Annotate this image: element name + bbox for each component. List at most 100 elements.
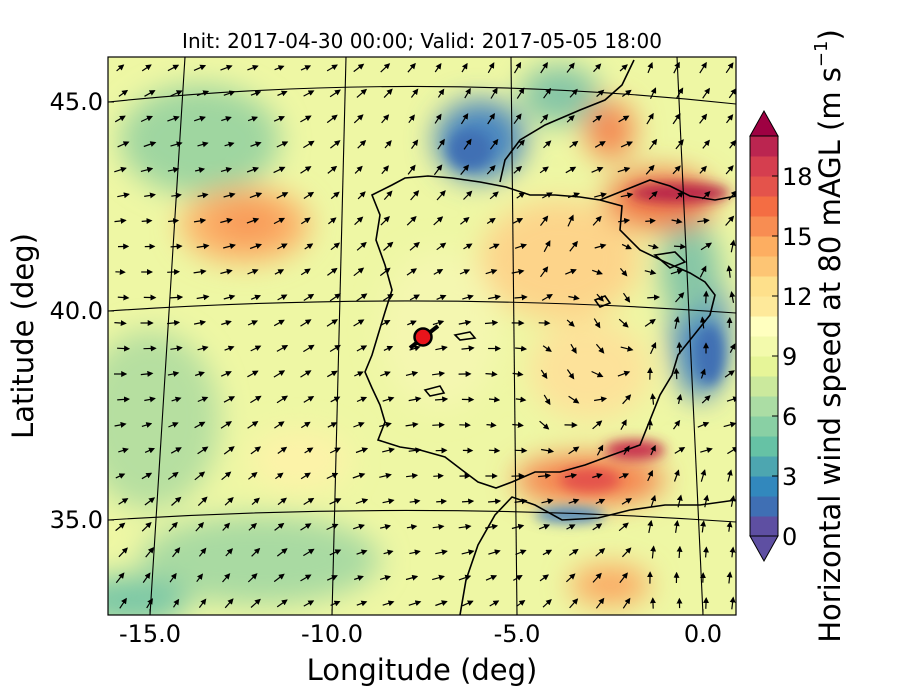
wind-arrow: [273, 319, 285, 327]
wind-arrow: [675, 87, 684, 99]
wind-arrow: [459, 269, 471, 275]
wind-arrow: [622, 394, 632, 405]
wind-arrow: [541, 498, 554, 505]
wind-arrow: [566, 369, 575, 380]
wind-arrow: [621, 89, 632, 97]
wind-arrow: [223, 90, 236, 97]
wind-arrow: [512, 218, 524, 224]
colorbar-tick-label: 6: [782, 403, 797, 431]
wind-arrow: [516, 600, 526, 607]
wind-arrow: [167, 370, 180, 377]
wind-arrow: [406, 215, 417, 226]
wind-arrow: [247, 268, 259, 275]
wind-arrow: [196, 243, 210, 250]
wind-arrow: [250, 294, 262, 301]
wind-arrow: [434, 63, 442, 73]
wind-arrow: [141, 64, 152, 72]
wind-arrow: [566, 524, 576, 530]
wind-arrow: [617, 370, 631, 377]
wind-arrow: [277, 243, 288, 250]
wind-arrow: [539, 166, 549, 174]
wind-arrow: [700, 447, 713, 454]
wind-arrow: [384, 140, 392, 149]
wind-arrow: [354, 371, 364, 377]
wind-arrow: [461, 549, 475, 556]
wind-arrow: [726, 521, 733, 532]
wind-vector-field: [114, 61, 736, 610]
wind-arrow: [300, 319, 312, 327]
wind-arrow: [436, 242, 447, 251]
wind-arrow: [513, 165, 523, 174]
wind-arrow: [170, 90, 183, 97]
wind-arrow: [196, 294, 210, 301]
wind-arrow: [405, 574, 419, 581]
iberia-moderate-wind: [530, 320, 650, 420]
wind-arrow: [540, 61, 548, 74]
wind-arrow: [592, 523, 603, 531]
wind-arrow: [676, 545, 683, 559]
coastlines: [364, 59, 736, 615]
wind-arrow: [327, 267, 338, 276]
alboran-calm-core: [535, 507, 605, 523]
wind-arrow: [432, 319, 445, 326]
wind-arrow: [568, 498, 580, 505]
wind-arrow: [250, 395, 262, 404]
colorbar-band: [750, 396, 778, 417]
wind-arrow: [168, 521, 178, 532]
wind-arrow: [701, 395, 711, 404]
wind-arrow: [327, 422, 338, 428]
wind-arrow: [276, 192, 289, 199]
wind-arrow: [619, 268, 628, 277]
wind-arrow: [224, 345, 235, 352]
parallel-35: [108, 509, 736, 523]
wind-arrow: [407, 164, 416, 175]
wind-arrow: [246, 166, 260, 173]
wind-arrow: [171, 396, 182, 403]
wind-arrow: [326, 472, 339, 480]
wind-arrow: [435, 600, 448, 607]
wind-arrow: [247, 64, 259, 71]
colorbar-band: [750, 296, 778, 317]
wind-arrow: [250, 90, 262, 97]
wind-arrow: [673, 243, 687, 250]
wind-arrow: [303, 395, 315, 403]
wind-arrow: [382, 498, 395, 505]
x-tick-label: 0.0: [684, 620, 722, 648]
wind-arrow: [464, 87, 471, 99]
wind-arrow: [435, 345, 448, 352]
wind-arrow: [729, 343, 736, 353]
wind-arrow: [434, 113, 442, 124]
wind-arrow: [303, 344, 315, 353]
wind-arrow: [514, 294, 528, 301]
wind-arrow: [382, 293, 394, 302]
wind-arrow: [645, 164, 655, 175]
y-axis-label: Latitude (deg): [6, 233, 40, 439]
wind-arrow: [410, 190, 420, 201]
wind-arrow: [699, 113, 708, 124]
wind-arrow: [220, 371, 232, 377]
wind-arrow: [461, 498, 475, 505]
wind-arrow: [543, 240, 551, 253]
wind-arrow: [486, 421, 497, 428]
wind-arrow: [115, 572, 125, 584]
wind-arrow: [488, 498, 502, 505]
colorbar-band: [750, 496, 778, 517]
wind-arrow: [489, 138, 499, 150]
wind-arrow: [540, 266, 549, 278]
wind-arrow: [618, 473, 629, 479]
wind-arrow: [568, 446, 580, 455]
wind-arrow: [541, 293, 553, 301]
wind-arrow: [171, 192, 182, 199]
meridian-m15: [149, 57, 186, 615]
wind-arrow: [247, 421, 259, 429]
wind-arrow: [703, 546, 709, 558]
wind-arrow: [277, 497, 287, 506]
wind-arrow: [619, 572, 628, 584]
colorbar-tick-label: 18: [782, 163, 813, 191]
wind-arrow: [353, 114, 364, 124]
biscay-calm-core: [448, 130, 492, 170]
wind-arrow: [726, 265, 733, 278]
wind-arrow: [118, 498, 129, 505]
wind-arrow: [487, 62, 495, 74]
